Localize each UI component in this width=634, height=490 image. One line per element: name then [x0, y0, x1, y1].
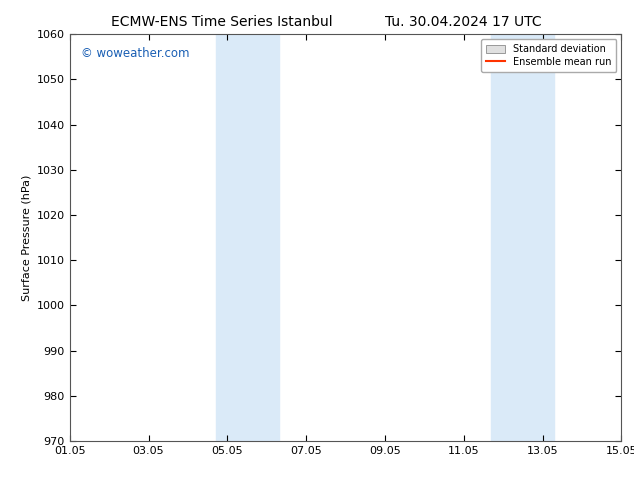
Text: Tu. 30.04.2024 17 UTC: Tu. 30.04.2024 17 UTC	[384, 15, 541, 29]
Y-axis label: Surface Pressure (hPa): Surface Pressure (hPa)	[21, 174, 31, 301]
Legend: Standard deviation, Ensemble mean run: Standard deviation, Ensemble mean run	[481, 39, 616, 72]
Bar	[491, 34, 554, 441]
Text: ECMW-ENS Time Series Istanbul: ECMW-ENS Time Series Istanbul	[111, 15, 333, 29]
Bar	[216, 34, 278, 441]
Text: © woweather.com: © woweather.com	[81, 47, 190, 59]
